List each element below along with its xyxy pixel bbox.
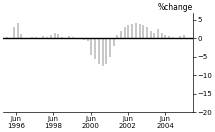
Bar — [179, 36, 181, 38]
Bar — [142, 25, 144, 38]
Text: %change: %change — [158, 3, 193, 12]
Bar — [113, 38, 115, 46]
Bar — [109, 38, 111, 57]
Bar — [87, 38, 89, 41]
Bar — [17, 23, 18, 38]
Bar — [116, 35, 118, 38]
Bar — [172, 37, 174, 38]
Bar — [13, 27, 15, 38]
Bar — [50, 35, 52, 38]
Bar — [120, 31, 122, 38]
Bar — [183, 35, 185, 38]
Bar — [91, 38, 92, 55]
Bar — [46, 37, 48, 38]
Bar — [124, 27, 126, 38]
Bar — [164, 35, 166, 38]
Bar — [6, 37, 8, 38]
Bar — [20, 34, 22, 38]
Bar — [57, 34, 59, 38]
Bar — [161, 33, 163, 38]
Bar — [127, 25, 129, 38]
Bar — [101, 38, 104, 66]
Bar — [135, 23, 137, 38]
Bar — [35, 37, 37, 38]
Bar — [79, 38, 81, 39]
Bar — [98, 38, 100, 64]
Bar — [72, 37, 74, 38]
Bar — [157, 29, 159, 38]
Bar — [153, 33, 155, 38]
Bar — [94, 38, 96, 59]
Bar — [54, 33, 55, 38]
Bar — [105, 38, 107, 64]
Bar — [131, 24, 133, 38]
Bar — [168, 36, 170, 38]
Bar — [68, 36, 70, 38]
Bar — [61, 37, 63, 38]
Bar — [83, 38, 85, 40]
Bar — [146, 27, 148, 38]
Bar — [150, 31, 152, 38]
Bar — [31, 37, 33, 38]
Bar — [42, 36, 45, 38]
Bar — [138, 24, 141, 38]
